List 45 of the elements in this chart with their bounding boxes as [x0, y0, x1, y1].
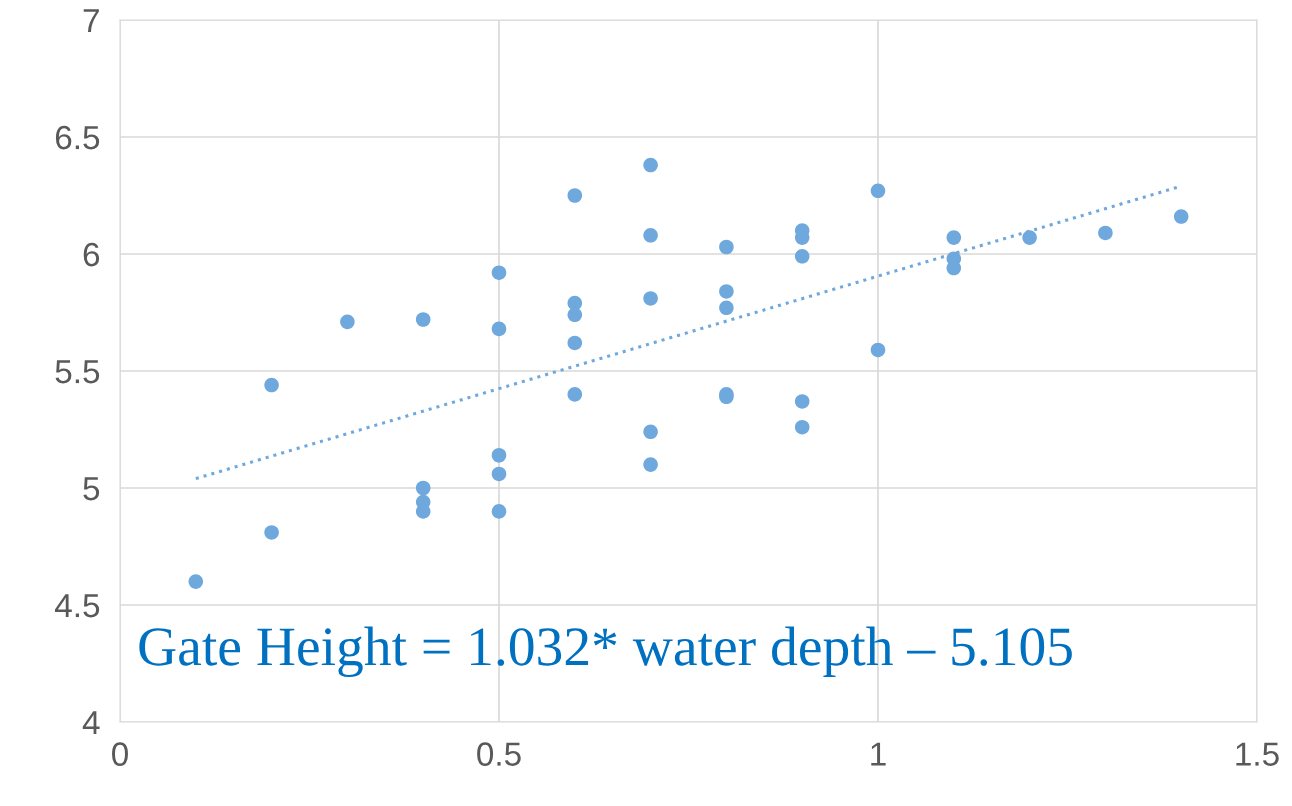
y-tick-label: 6 [83, 242, 100, 267]
point [567, 387, 583, 402]
y-tick-label: 4 [82, 711, 100, 735]
point [794, 249, 810, 264]
y-tick-label: 5 [83, 477, 100, 501]
point [719, 239, 734, 255]
y-tick-label: 4.5 [54, 594, 100, 618]
y-tick-label: 5.5 [55, 360, 100, 384]
point [1022, 230, 1037, 245]
point [643, 457, 658, 472]
point [264, 377, 279, 393]
point [491, 321, 507, 337]
point [491, 447, 507, 463]
x-tick-label: 1 [871, 742, 886, 766]
point [946, 230, 962, 245]
point [415, 312, 431, 327]
point [567, 307, 583, 323]
point [567, 335, 583, 351]
point [340, 314, 355, 330]
point [415, 504, 431, 519]
point [643, 157, 658, 173]
point [491, 504, 507, 519]
point [491, 466, 507, 482]
y-tick-label: 6.5 [55, 125, 100, 150]
point [794, 394, 810, 409]
point [415, 480, 431, 496]
point [1173, 209, 1189, 224]
point [870, 183, 886, 199]
point [188, 574, 204, 589]
point [643, 291, 658, 306]
point [567, 188, 583, 203]
y-tick-label: 7 [83, 9, 99, 33]
point [719, 284, 734, 299]
x-tick-label: 0 [112, 742, 128, 766]
point [1098, 225, 1113, 241]
point [870, 342, 886, 358]
annotation: Gate Height = 1.032* water depth – 5.105 [139, 626, 1072, 678]
point [719, 300, 734, 316]
point [264, 525, 279, 540]
x-tick-label: 1.5 [1236, 742, 1279, 766]
x-tick-label: 0.5 [477, 742, 521, 766]
point [643, 424, 658, 440]
point [643, 228, 658, 243]
point [491, 265, 507, 280]
point [794, 419, 810, 435]
